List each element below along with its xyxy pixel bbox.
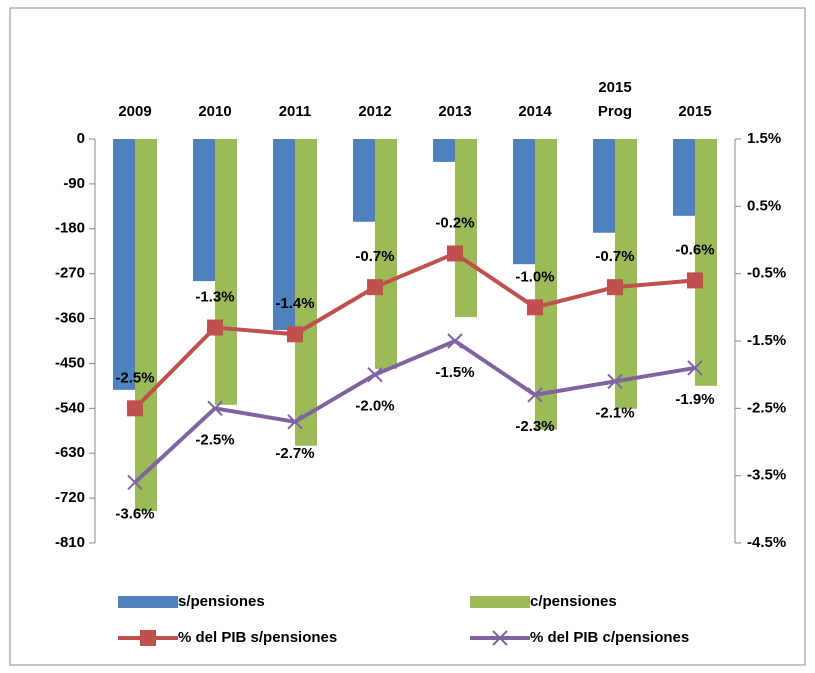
data-label: -0.7% bbox=[595, 248, 634, 265]
data-label: -2.1% bbox=[595, 404, 634, 421]
marker bbox=[527, 299, 543, 316]
x-tick-label: 2011 bbox=[279, 103, 312, 120]
data-label: -2.0% bbox=[355, 398, 394, 415]
marker bbox=[367, 279, 383, 296]
y-tick-label: -180 bbox=[55, 220, 85, 237]
data-label: -1.0% bbox=[515, 268, 554, 285]
y2-tick-label: 1.5% bbox=[747, 130, 781, 147]
data-label: -1.4% bbox=[275, 295, 314, 312]
bar bbox=[615, 139, 637, 409]
y-tick-label: -810 bbox=[55, 534, 85, 551]
y-tick-label: -360 bbox=[55, 310, 85, 327]
bar bbox=[113, 139, 135, 390]
data-label: -0.2% bbox=[435, 214, 474, 231]
data-label: -0.7% bbox=[355, 248, 394, 265]
marker bbox=[207, 319, 223, 336]
y2-tick-label: -2.5% bbox=[747, 399, 786, 416]
y-tick-label: -720 bbox=[55, 489, 85, 506]
data-label: -1.5% bbox=[435, 364, 474, 381]
bar bbox=[273, 139, 295, 331]
legend-label: s/pensiones bbox=[178, 593, 265, 610]
marker bbox=[687, 272, 703, 289]
marker bbox=[287, 414, 303, 430]
y2-tick-label: -1.5% bbox=[747, 332, 786, 349]
marker bbox=[687, 360, 703, 376]
bar bbox=[135, 139, 157, 512]
x-tick-label: 2009 bbox=[118, 103, 151, 120]
data-label: -2.5% bbox=[195, 431, 234, 448]
bar bbox=[673, 139, 695, 216]
x-tick-label: 2010 bbox=[198, 103, 231, 120]
legend-marker bbox=[140, 630, 156, 646]
bar bbox=[433, 139, 455, 162]
legend-label: c/pensiones bbox=[530, 593, 617, 610]
x-tick-label: 2012 bbox=[358, 103, 391, 120]
x-tick-label: 2015 bbox=[678, 103, 711, 120]
bar bbox=[375, 139, 397, 369]
y-tick-label: -450 bbox=[55, 354, 85, 371]
data-label: -2.5% bbox=[115, 369, 154, 386]
marker bbox=[447, 245, 463, 262]
marker bbox=[367, 366, 383, 383]
bar bbox=[295, 139, 317, 446]
y-tick-label: -270 bbox=[55, 265, 85, 282]
line bbox=[133, 338, 696, 484]
x-tick-label: 2015 Prog bbox=[598, 79, 632, 120]
y2-tick-label: -0.5% bbox=[747, 265, 786, 282]
y2-tick-label: -4.5% bbox=[747, 534, 786, 551]
y-tick-label: -90 bbox=[63, 175, 85, 192]
y-tick-label: 0 bbox=[77, 130, 85, 147]
data-label: -1.9% bbox=[675, 391, 714, 408]
y2-tick-label: 0.5% bbox=[747, 197, 781, 214]
marker bbox=[127, 474, 143, 491]
line bbox=[133, 251, 696, 410]
x-tick-label: 2014 bbox=[518, 103, 552, 120]
y-tick-label: -540 bbox=[55, 399, 85, 416]
x-tick-label: 2013 bbox=[438, 103, 471, 120]
marker bbox=[607, 373, 623, 390]
legend-label: % del PIB c/pensiones bbox=[530, 629, 689, 646]
bar bbox=[215, 139, 237, 405]
marker bbox=[127, 400, 143, 417]
legend-swatch bbox=[118, 596, 178, 608]
data-label: -2.7% bbox=[275, 445, 314, 462]
bar bbox=[455, 139, 477, 318]
bar bbox=[535, 139, 557, 430]
legend-label: % del PIB s/pensiones bbox=[178, 629, 337, 646]
bar bbox=[353, 139, 375, 222]
data-label: -1.3% bbox=[195, 289, 234, 306]
marker bbox=[527, 387, 543, 403]
y2-tick-label: -3.5% bbox=[747, 467, 786, 484]
data-label: -3.6% bbox=[115, 505, 154, 522]
marker bbox=[287, 326, 303, 343]
bar bbox=[695, 139, 717, 386]
legend-marker bbox=[492, 630, 508, 646]
data-label: -0.6% bbox=[675, 241, 714, 258]
y-tick-label: -630 bbox=[55, 444, 85, 461]
bar bbox=[513, 139, 535, 265]
bar bbox=[593, 139, 615, 233]
legend-swatch bbox=[470, 596, 530, 608]
data-label: -2.3% bbox=[515, 418, 554, 435]
marker bbox=[607, 279, 623, 296]
bar bbox=[193, 139, 215, 282]
marker bbox=[447, 333, 463, 349]
marker bbox=[207, 400, 223, 417]
